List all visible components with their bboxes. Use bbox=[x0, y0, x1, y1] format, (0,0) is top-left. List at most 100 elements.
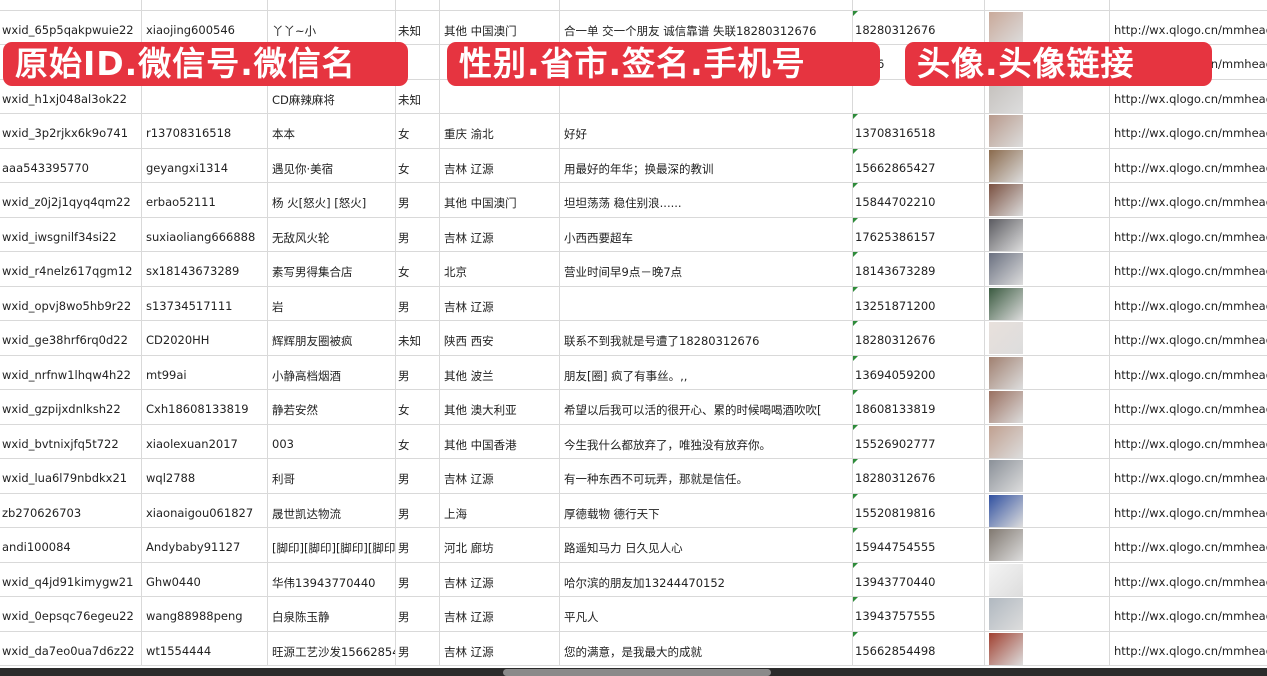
wechat-id-cell[interactable]: mt99ai bbox=[142, 355, 268, 389]
signature-cell[interactable]: 有一种东西不可玩弄，那就是信任。 bbox=[560, 459, 853, 493]
avatar-cell[interactable] bbox=[985, 493, 1110, 527]
wechat-id-cell[interactable]: Ghw0440 bbox=[142, 562, 268, 596]
gender-cell[interactable]: 女 bbox=[396, 114, 440, 148]
original-id-cell[interactable]: wxid_opvj8wo5hb9r22 bbox=[0, 286, 142, 320]
signature-cell[interactable]: 今生我什么都放弃了，唯独没有放弃你。 bbox=[560, 424, 853, 458]
wechat-name-cell[interactable]: [脚印][脚印][脚印][脚印] bbox=[268, 528, 396, 562]
original-id-cell[interactable]: wxid_da7eo0ua7d6z22 bbox=[0, 631, 142, 665]
phone-cell[interactable]: 13251871200 bbox=[853, 286, 985, 320]
avatar-url-cell[interactable]: http://wx.qlogo.cn/mmhead bbox=[1114, 643, 1267, 658]
avatar-cell[interactable] bbox=[985, 528, 1110, 562]
signature-cell[interactable]: 厚德载物 德行天下 bbox=[560, 493, 853, 527]
gender-cell[interactable]: 男 bbox=[396, 459, 440, 493]
wechat-id-cell[interactable]: r13708316518 bbox=[142, 114, 268, 148]
gender-cell[interactable]: 女 bbox=[396, 390, 440, 424]
avatar-cell[interactable] bbox=[985, 390, 1110, 424]
original-id-cell[interactable] bbox=[0, 0, 142, 10]
original-id-cell[interactable]: wxid_iwsgnilf34si22 bbox=[0, 217, 142, 251]
wechat-id-cell[interactable]: Cxh18608133819 bbox=[142, 390, 268, 424]
phone-cell[interactable] bbox=[853, 79, 985, 113]
region-cell[interactable]: 重庆 渝北 bbox=[440, 114, 560, 148]
gender-cell[interactable]: 男 bbox=[396, 217, 440, 251]
signature-cell[interactable]: 营业时间早9点－晚7点 bbox=[560, 252, 853, 286]
avatar-url-cell[interactable]: http://wx.qlogo.cn/mmhead bbox=[1114, 333, 1267, 347]
wechat-name-cell[interactable]: 旺源工艺沙发15662854 bbox=[268, 631, 396, 665]
region-cell[interactable]: 其他 澳大利亚 bbox=[440, 390, 560, 424]
avatar-url-cell[interactable]: http://wx.qlogo.cn/mmhead bbox=[1114, 229, 1267, 244]
phone-cell[interactable]: 15844702210 bbox=[853, 183, 985, 217]
gender-cell[interactable]: 女 bbox=[396, 252, 440, 286]
wechat-id-cell[interactable]: wt1554444 bbox=[142, 631, 268, 665]
original-id-cell[interactable]: wxid_65p5qakpwuie22 bbox=[0, 10, 142, 44]
region-cell[interactable]: 其他 中国澳门 bbox=[440, 183, 560, 217]
avatar-url-cell[interactable]: http://wx.qlogo.cn/mmhead bbox=[1114, 367, 1267, 382]
original-id-cell[interactable]: wxid_q4jd91kimygw21 bbox=[0, 562, 142, 596]
avatar-url-cell[interactable]: http://wx.qlogo.cn/mmhead bbox=[1114, 264, 1267, 278]
original-id-cell[interactable]: wxid_r4nelz617qgm12 bbox=[0, 252, 142, 286]
avatar-url-cell[interactable]: http://wx.qlogo.cn/mmhead bbox=[1114, 574, 1267, 589]
original-id-cell[interactable]: andi100084 bbox=[0, 528, 142, 562]
wechat-id-cell[interactable]: Andybaby91127 bbox=[142, 528, 268, 562]
phone-cell[interactable]: 13694059200 bbox=[853, 355, 985, 389]
original-id-cell[interactable]: wxid_bvtnixjfq5t722 bbox=[0, 424, 142, 458]
wechat-id-cell[interactable]: xiaojing600546 bbox=[142, 10, 268, 44]
wechat-id-cell[interactable]: erbao52111 bbox=[142, 183, 268, 217]
avatar-cell[interactable] bbox=[985, 459, 1110, 493]
wechat-name-cell[interactable]: 利哥 bbox=[268, 459, 396, 493]
signature-cell[interactable] bbox=[560, 0, 853, 10]
avatar-url-cell[interactable]: http://wx.qlogo.cn/mmhead bbox=[1114, 471, 1267, 485]
gender-cell[interactable]: 男 bbox=[396, 562, 440, 596]
avatar-cell[interactable] bbox=[985, 631, 1110, 665]
phone-cell[interactable]: 18280312676 bbox=[853, 10, 985, 44]
wechat-name-cell[interactable]: 静若安然 bbox=[268, 390, 396, 424]
wechat-name-cell[interactable]: 无敌风火轮 bbox=[268, 217, 396, 251]
avatar-cell[interactable] bbox=[985, 424, 1110, 458]
avatar-url-cell[interactable]: http://wx.qlogo.cn/mmhead bbox=[1114, 126, 1267, 140]
phone-cell[interactable]: 15520819816 bbox=[853, 493, 985, 527]
wechat-id-cell[interactable]: geyangxi1314 bbox=[142, 148, 268, 182]
phone-cell[interactable]: 13708316518 bbox=[853, 114, 985, 148]
phone-cell[interactable]: 18280312676 bbox=[853, 459, 985, 493]
avatar-url-cell[interactable] bbox=[1110, 0, 1267, 10]
signature-cell[interactable]: 路遥知马力 日久见人心 bbox=[560, 528, 853, 562]
signature-cell[interactable]: 合一单 交一个朋友 诚信靠谱 失联18280312676 bbox=[560, 10, 853, 44]
signature-cell[interactable]: 小西西要超车 bbox=[560, 217, 853, 251]
avatar-cell[interactable] bbox=[985, 183, 1110, 217]
signature-cell[interactable]: 希望以后我可以活的很开心、累的时候喝喝酒吹吹[ bbox=[560, 390, 853, 424]
region-cell[interactable]: 其他 波兰 bbox=[440, 355, 560, 389]
wechat-name-cell[interactable]: 白泉陈玉静 bbox=[268, 597, 396, 631]
avatar-cell[interactable] bbox=[985, 148, 1110, 182]
avatar-cell[interactable] bbox=[985, 562, 1110, 596]
avatar-url-cell[interactable]: http://wx.qlogo.cn/mmhead bbox=[1114, 160, 1267, 175]
avatar-cell[interactable] bbox=[985, 286, 1110, 320]
gender-cell[interactable]: 未知 bbox=[396, 10, 440, 44]
gender-cell[interactable] bbox=[396, 0, 440, 10]
wechat-name-cell[interactable]: 华伟13943770440 bbox=[268, 562, 396, 596]
signature-cell[interactable]: 哈尔滨的朋友加13244470152 bbox=[560, 562, 853, 596]
avatar-url-cell[interactable]: http://wx.qlogo.cn/mmhead bbox=[1114, 505, 1267, 520]
wechat-id-cell[interactable]: wql2788 bbox=[142, 459, 268, 493]
phone-cell[interactable]: 15662854498 bbox=[853, 631, 985, 665]
wechat-name-cell[interactable]: 岩 bbox=[268, 286, 396, 320]
signature-cell[interactable]: 好好 bbox=[560, 114, 853, 148]
wechat-id-cell[interactable]: xiaolexuan2017 bbox=[142, 424, 268, 458]
avatar-cell[interactable] bbox=[985, 114, 1110, 148]
region-cell[interactable]: 其他 中国澳门 bbox=[440, 10, 560, 44]
avatar-url-cell[interactable]: http://wx.qlogo.cn/mmhead bbox=[1114, 436, 1267, 451]
original-id-cell[interactable]: wxid_ge38hrf6rq0d22 bbox=[0, 321, 142, 355]
gender-cell[interactable]: 女 bbox=[396, 148, 440, 182]
wechat-name-cell[interactable]: 遇见你·美宿 bbox=[268, 148, 396, 182]
gender-cell[interactable]: 未知 bbox=[396, 79, 440, 113]
wechat-name-cell[interactable] bbox=[268, 0, 396, 10]
wechat-name-cell[interactable]: 杨 火[怒火] [怒火] bbox=[268, 183, 396, 217]
region-cell[interactable]: 吉林 辽源 bbox=[440, 631, 560, 665]
region-cell[interactable] bbox=[440, 0, 560, 10]
original-id-cell[interactable]: wxid_0epsqc76egeu22 bbox=[0, 597, 142, 631]
wechat-name-cell[interactable]: 素写男得集合店 bbox=[268, 252, 396, 286]
gender-cell[interactable]: 男 bbox=[396, 183, 440, 217]
phone-cell[interactable]: 17625386157 bbox=[853, 217, 985, 251]
avatar-url-cell[interactable]: http://wx.qlogo.cn/mmhead bbox=[1114, 22, 1267, 37]
original-id-cell[interactable]: wxid_z0j2j1qyq4qm22 bbox=[0, 183, 142, 217]
wechat-id-cell[interactable] bbox=[142, 79, 268, 113]
original-id-cell[interactable]: wxid_h1xj048al3ok22 bbox=[0, 79, 142, 113]
